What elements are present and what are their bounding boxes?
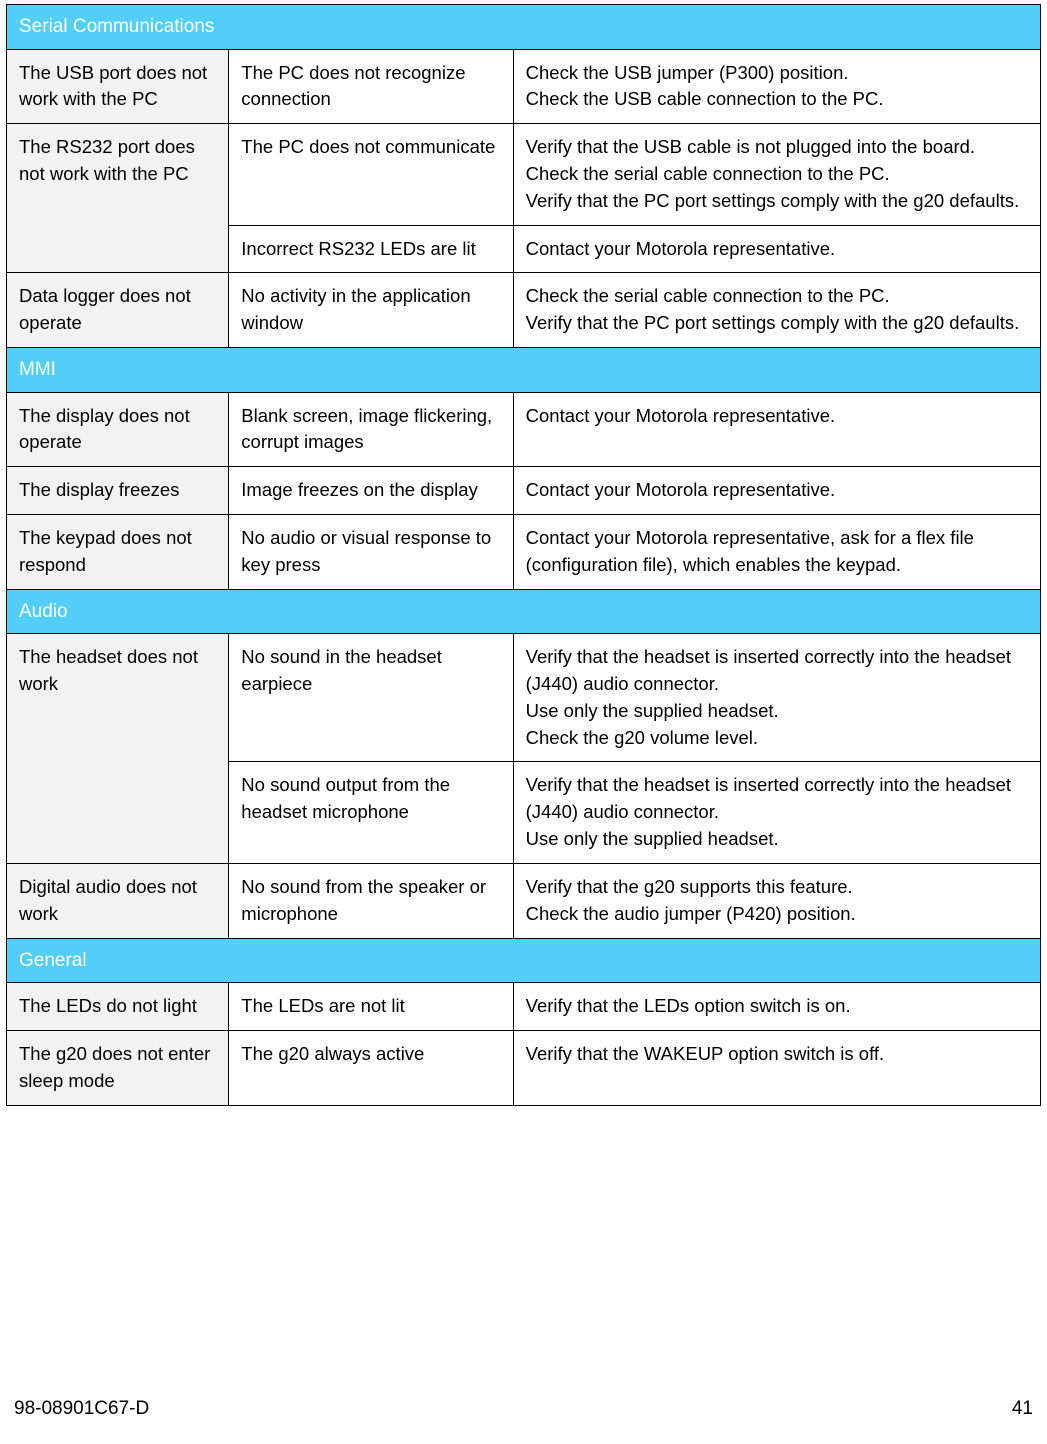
solution-cell: Contact your Motorola representative. [513, 392, 1040, 467]
section-header: Serial Communications [7, 5, 1041, 50]
problem-cell: The g20 does not enter sleep mode [7, 1030, 229, 1105]
table-row: The keypad does not respondNo audio or v… [7, 515, 1041, 590]
solution-line: Verify that the LEDs option switch is on… [526, 993, 1028, 1020]
table-row: The display freezesImage freezes on the … [7, 467, 1041, 515]
problem-cell: Data logger does not operate [7, 273, 229, 348]
solution-line: Contact your Motorola representative. [526, 477, 1028, 504]
table-row: Digital audio does not workNo sound from… [7, 863, 1041, 938]
section-header: Audio [7, 589, 1041, 634]
section-header: MMI [7, 348, 1041, 393]
solution-cell: Contact your Motorola representative, as… [513, 515, 1040, 590]
symptom-cell: Incorrect RS232 LEDs are lit [229, 225, 513, 273]
solution-line: Verify that the WAKEUP option switch is … [526, 1041, 1028, 1068]
solution-line: Check the USB jumper (P300) position. [526, 60, 1028, 87]
solution-line: Verify that the headset is inserted corr… [526, 644, 1028, 698]
table-row: Data logger does not operateNo activity … [7, 273, 1041, 348]
problem-cell: The RS232 port does not work with the PC [7, 124, 229, 273]
footer-doc-id: 98-08901C67-D [14, 1398, 149, 1420]
table-row: The LEDs do not lightThe LEDs are not li… [7, 983, 1041, 1031]
section-header: General [7, 938, 1041, 983]
solution-cell: Contact your Motorola representative. [513, 225, 1040, 273]
solution-line: Check the USB cable connection to the PC… [526, 86, 1028, 113]
symptom-cell: No activity in the application window [229, 273, 513, 348]
solution-cell: Verify that the LEDs option switch is on… [513, 983, 1040, 1031]
problem-cell: The display freezes [7, 467, 229, 515]
solution-line: Check the serial cable connection to the… [526, 161, 1028, 188]
solution-cell: Check the USB jumper (P300) position.Che… [513, 49, 1040, 124]
problem-cell: The display does not operate [7, 392, 229, 467]
page-footer: 98-08901C67-D 41 [0, 1398, 1047, 1420]
solution-cell: Verify that the WAKEUP option switch is … [513, 1030, 1040, 1105]
solution-cell: Check the serial cable connection to the… [513, 273, 1040, 348]
solution-line: Use only the supplied headset. [526, 826, 1028, 853]
solution-line: Verify that the headset is inserted corr… [526, 772, 1028, 826]
table-row: The RS232 port does not work with the PC… [7, 124, 1041, 225]
solution-cell: Verify that the USB cable is not plugged… [513, 124, 1040, 225]
solution-line: Check the audio jumper (P420) position. [526, 901, 1028, 928]
solution-line: Contact your Motorola representative, as… [526, 525, 1028, 579]
problem-cell: Digital audio does not work [7, 863, 229, 938]
symptom-cell: Image freezes on the display [229, 467, 513, 515]
solution-line: Contact your Motorola representative. [526, 236, 1028, 263]
symptom-cell: The PC does not recognize connection [229, 49, 513, 124]
solution-cell: Verify that the headset is inserted corr… [513, 634, 1040, 762]
symptom-cell: No sound in the headset earpiece [229, 634, 513, 762]
symptom-cell: The LEDs are not lit [229, 983, 513, 1031]
solution-line: Contact your Motorola representative. [526, 403, 1028, 430]
solution-line: Verify that the g20 supports this featur… [526, 874, 1028, 901]
footer-page-number: 41 [1012, 1398, 1033, 1420]
solution-line: Check the serial cable connection to the… [526, 283, 1028, 310]
table-row: The headset does not workNo sound in the… [7, 634, 1041, 762]
solution-line: Use only the supplied headset. [526, 698, 1028, 725]
table-row: The USB port does not work with the PCTh… [7, 49, 1041, 124]
problem-cell: The headset does not work [7, 634, 229, 864]
problem-cell: The LEDs do not light [7, 983, 229, 1031]
solution-line: Verify that the PC port settings comply … [526, 188, 1028, 215]
solution-cell: Verify that the g20 supports this featur… [513, 863, 1040, 938]
table-row: The g20 does not enter sleep modeThe g20… [7, 1030, 1041, 1105]
solution-line: Check the g20 volume level. [526, 725, 1028, 752]
solution-line: Verify that the USB cable is not plugged… [526, 134, 1028, 161]
solution-cell: Contact your Motorola representative. [513, 467, 1040, 515]
problem-cell: The USB port does not work with the PC [7, 49, 229, 124]
solution-cell: Verify that the headset is inserted corr… [513, 762, 1040, 863]
solution-line: Verify that the PC port settings comply … [526, 310, 1028, 337]
symptom-cell: No sound output from the headset microph… [229, 762, 513, 863]
symptom-cell: No audio or visual response to key press [229, 515, 513, 590]
symptom-cell: The g20 always active [229, 1030, 513, 1105]
page-content: Serial CommunicationsThe USB port does n… [0, 0, 1047, 1106]
symptom-cell: Blank screen, image flickering, corrupt … [229, 392, 513, 467]
table-row: The display does not operateBlank screen… [7, 392, 1041, 467]
symptom-cell: No sound from the speaker or microphone [229, 863, 513, 938]
troubleshooting-table: Serial CommunicationsThe USB port does n… [6, 4, 1041, 1106]
symptom-cell: The PC does not communicate [229, 124, 513, 225]
problem-cell: The keypad does not respond [7, 515, 229, 590]
